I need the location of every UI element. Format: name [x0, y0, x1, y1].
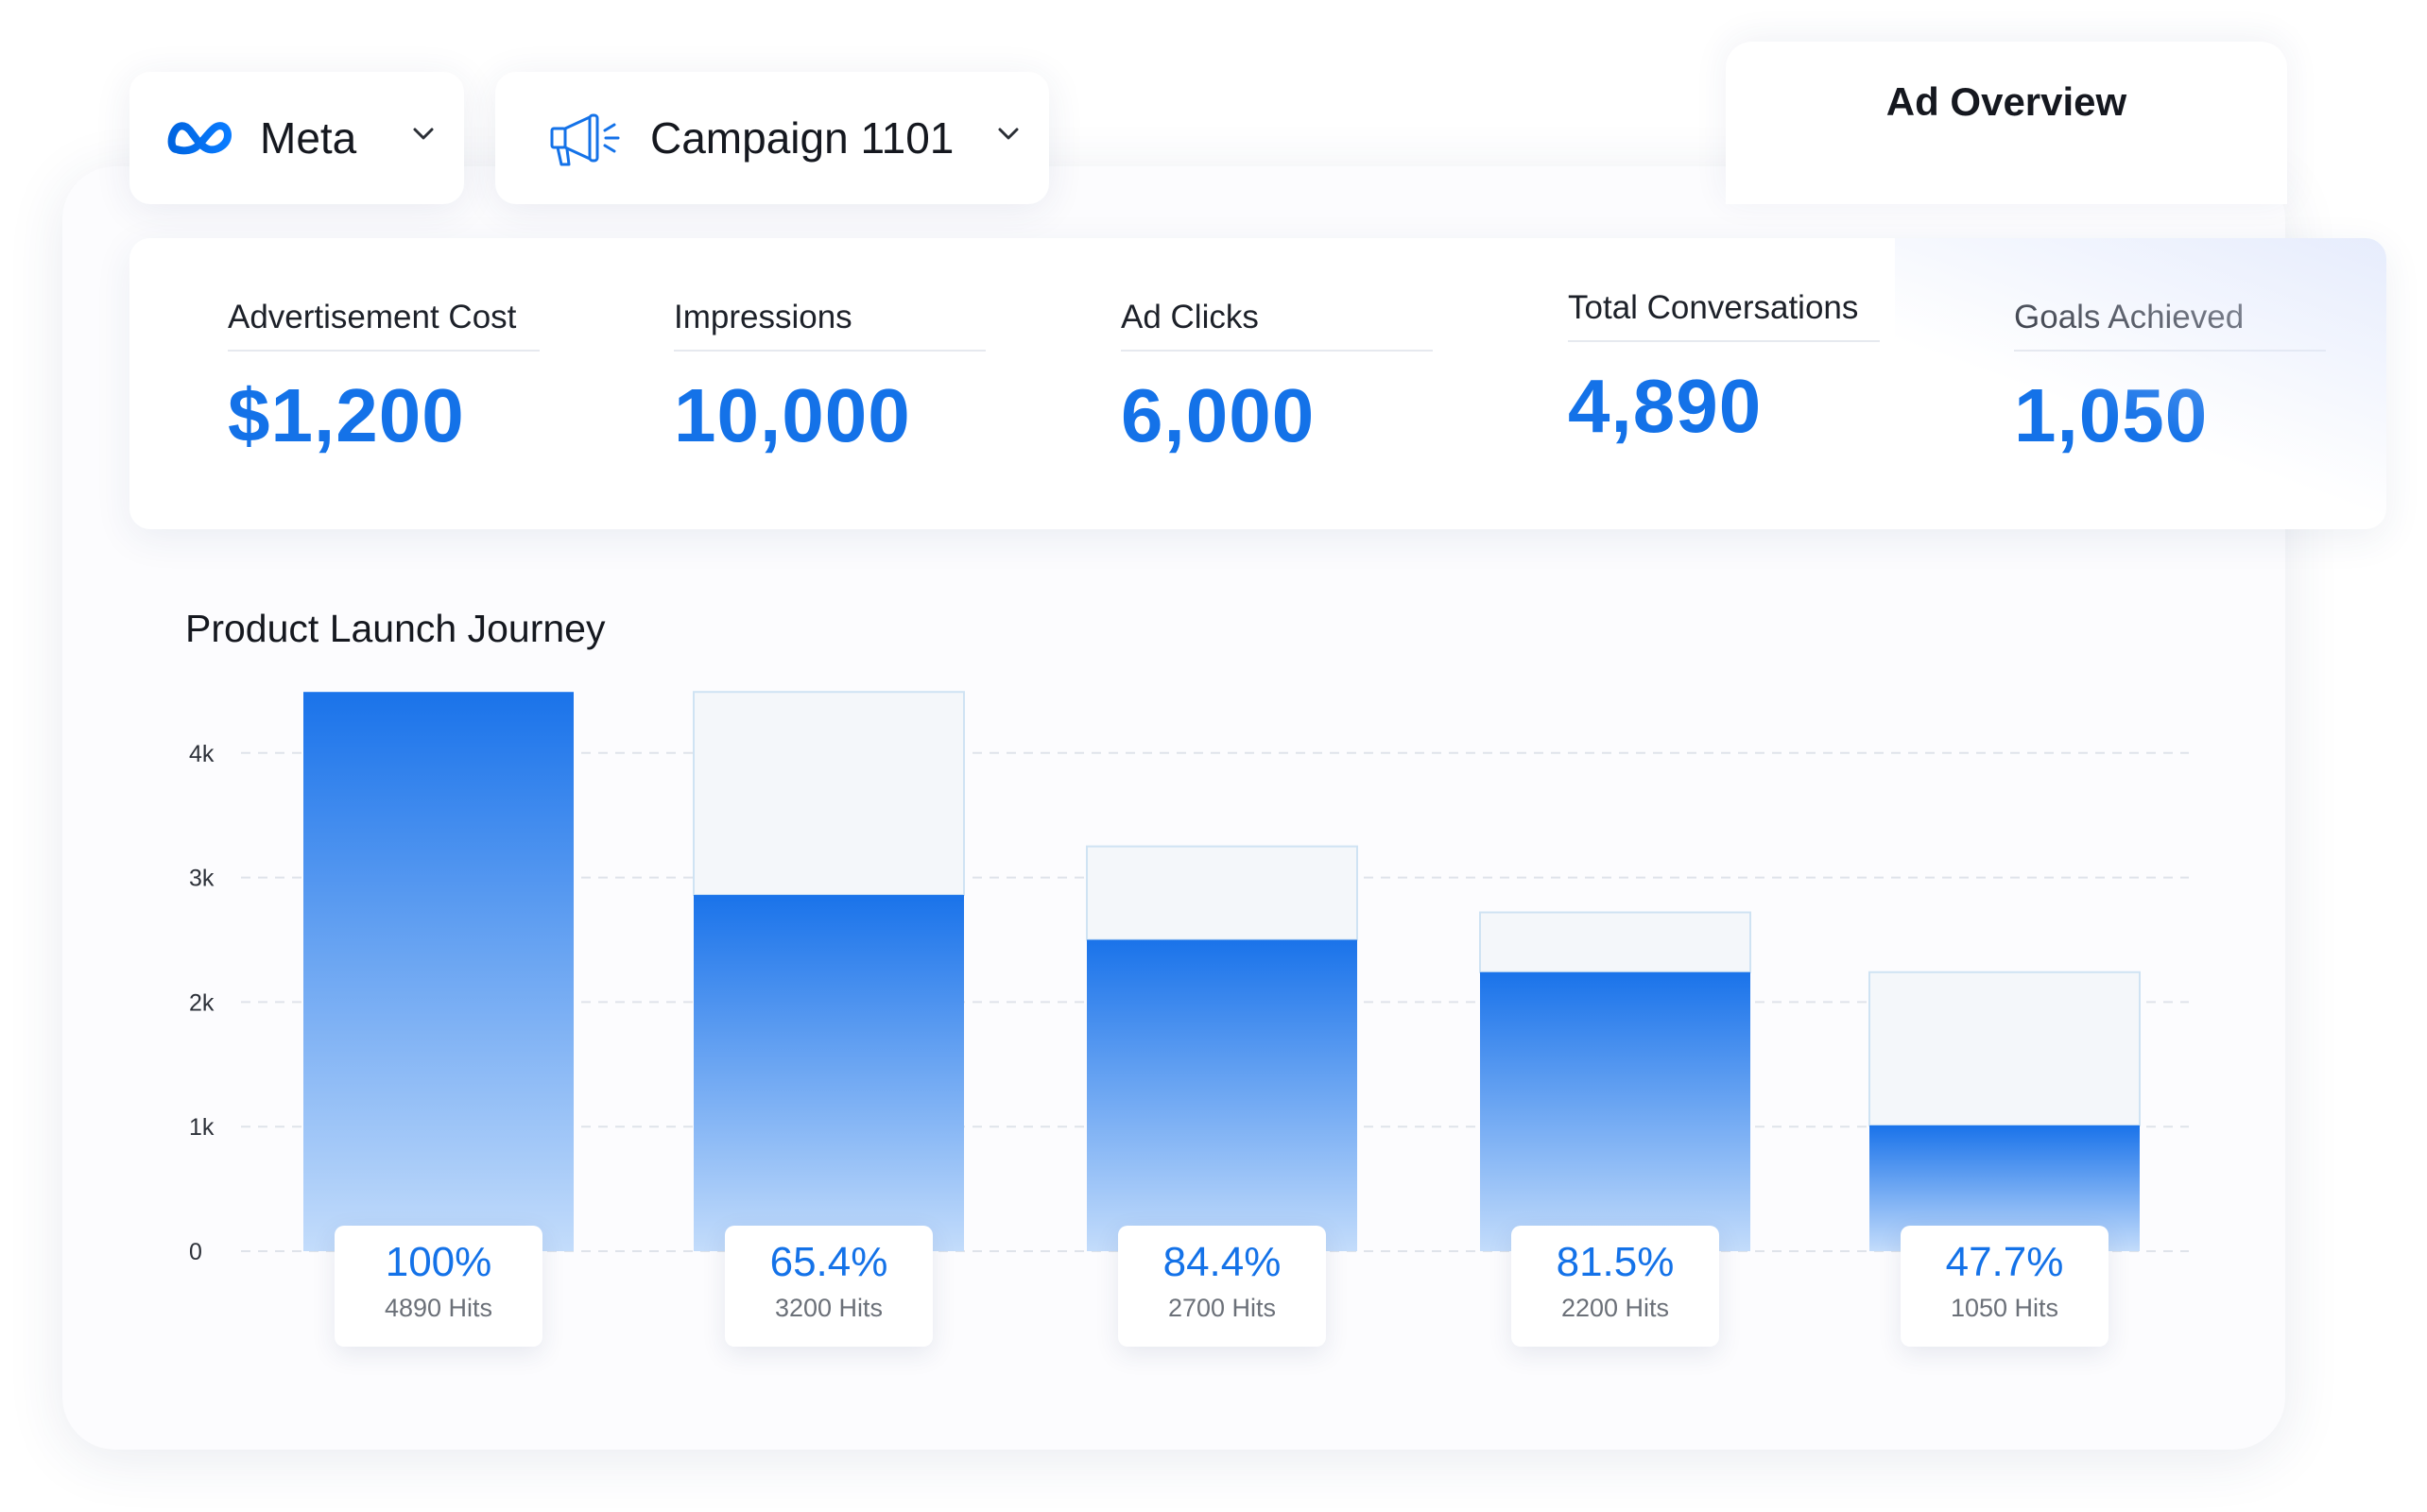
metric-value: 1,050 [2014, 373, 2209, 457]
bar-value-card: 81.5% 2200 Hits [1511, 1226, 1719, 1347]
bar[interactable] [694, 895, 964, 1251]
bar-percent: 47.7% [1945, 1239, 2064, 1285]
bar-percent: 84.4% [1162, 1239, 1282, 1285]
campaign-selector[interactable]: Campaign 1101 [495, 72, 1049, 204]
metrics-panel: Advertisement Cost $1,200 Impressions 10… [129, 238, 2386, 529]
y-tick-label: 4k [189, 741, 215, 767]
y-tick-label: 0 [189, 1239, 202, 1265]
bar-percent: 81.5% [1556, 1239, 1675, 1285]
bar-value-card: 84.4% 2700 Hits [1118, 1226, 1326, 1347]
bar-remaining [693, 691, 965, 897]
chevron-down-icon [409, 119, 438, 152]
bar-hits: 3200 Hits [774, 1294, 884, 1322]
bar-hits: 1050 Hits [1950, 1294, 2059, 1322]
bar-hits: 2200 Hits [1560, 1294, 1670, 1322]
bar-percent: 100% [385, 1239, 492, 1285]
bar-value-card: 100% 4890 Hits [335, 1226, 542, 1347]
y-tick-label: 3k [189, 866, 215, 892]
metric-ad-clicks: Ad Clicks 6,000 [1121, 299, 1433, 459]
metric-label: Goals Achieved [2014, 299, 2326, 352]
bar-remaining [1479, 911, 1751, 973]
metric-value: 6,000 [1121, 373, 1316, 457]
megaphone-icon [548, 108, 628, 168]
metric-value: 4,890 [1568, 364, 1763, 448]
bar-percent: 65.4% [769, 1239, 888, 1285]
ad-overview-tab[interactable]: Ad Overview [1726, 42, 2287, 204]
platform-selector[interactable]: Meta [129, 72, 464, 204]
bar[interactable] [1480, 971, 1750, 1251]
metric-total-conversations: Total Conversations 4,890 [1568, 289, 1880, 450]
metric-impressions: Impressions 10,000 [674, 299, 986, 459]
bar[interactable] [1087, 939, 1357, 1252]
campaign-label: Campaign 1101 [650, 113, 955, 163]
bar-hits: 4890 Hits [384, 1294, 493, 1322]
bar-value-card: 65.4% 3200 Hits [725, 1226, 933, 1347]
metric-advertisement-cost: Advertisement Cost $1,200 [228, 299, 540, 459]
metric-value: 10,000 [674, 373, 911, 457]
chart-title: Product Launch Journey [185, 607, 606, 650]
bar-hits: 2700 Hits [1167, 1294, 1277, 1322]
y-tick-label: 2k [189, 989, 215, 1016]
ad-overview-title: Ad Overview [1885, 79, 2127, 124]
chevron-down-icon [994, 119, 1023, 152]
metric-value: $1,200 [228, 373, 465, 457]
metric-label: Impressions [674, 299, 986, 352]
bar-remaining [1868, 971, 2141, 1126]
y-tick-label: 1k [189, 1114, 215, 1141]
metric-label: Advertisement Cost [228, 299, 540, 352]
metric-goals-achieved: Goals Achieved 1,050 [2014, 299, 2326, 459]
metric-label: Total Conversations [1568, 289, 1880, 342]
bar[interactable] [303, 692, 574, 1251]
bar-value-card: 47.7% 1050 Hits [1901, 1226, 2109, 1347]
metric-label: Ad Clicks [1121, 299, 1433, 352]
bar-remaining [1086, 845, 1358, 941]
platform-label: Meta [260, 113, 357, 163]
meta-logo-icon [167, 115, 237, 161]
